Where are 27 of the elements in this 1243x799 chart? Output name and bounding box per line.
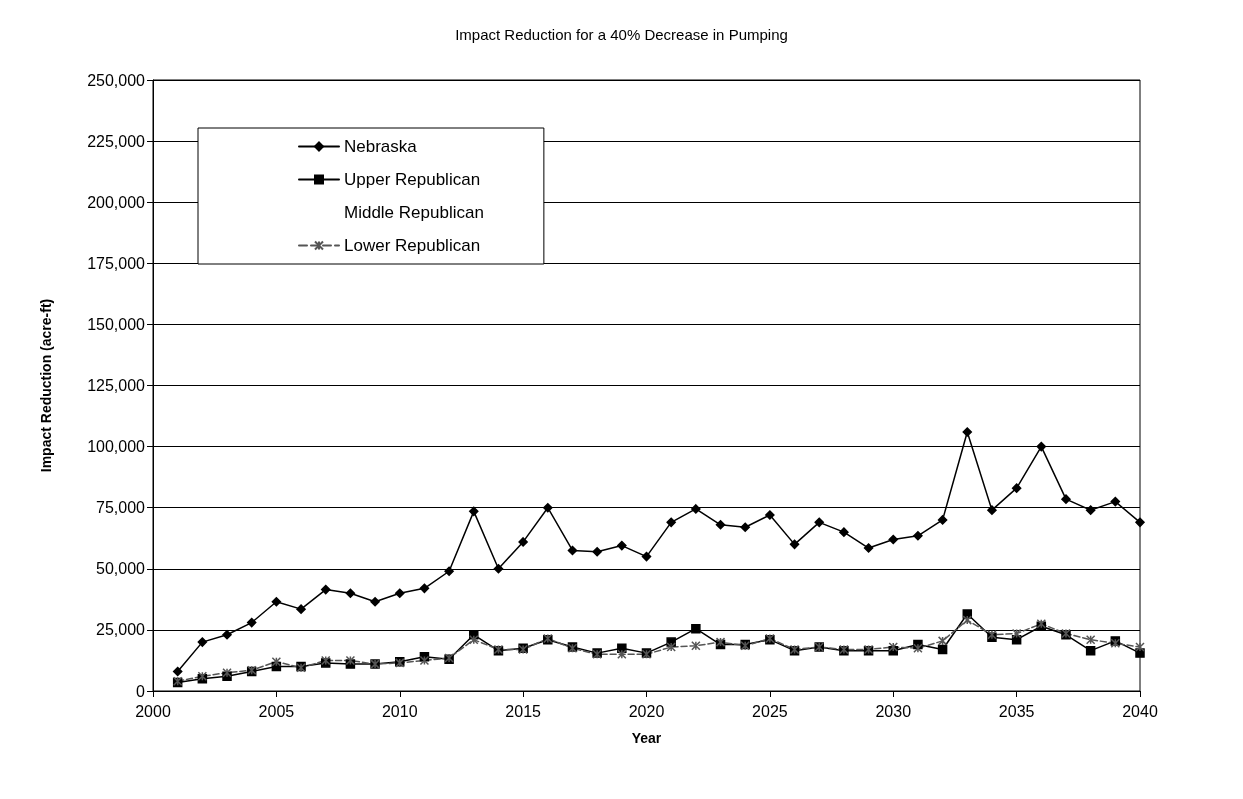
legend-label: Nebraska	[344, 137, 418, 156]
chart-title: Impact Reduction for a 40% Decrease in Pumping	[455, 26, 788, 43]
y-axis-title: Impact Reduction (acre-ft)	[38, 298, 54, 473]
y-tick-label: 150,000	[87, 315, 146, 333]
y-tick-label: 50,000	[96, 560, 146, 578]
x-tick-label: 2015	[505, 702, 542, 720]
y-tick-label: 250,000	[87, 71, 146, 89]
x-tick-label: 2030	[875, 702, 912, 720]
y-tick-label: 0	[136, 682, 146, 700]
x-tick-label: 2040	[1122, 702, 1158, 720]
y-tick-label: 175,000	[87, 254, 146, 272]
text: Middle Republican	[344, 203, 484, 222]
y-tick-label: 25,000	[96, 621, 146, 639]
x-tick-label: 2000	[135, 702, 171, 720]
x-tick-label: 2005	[258, 702, 295, 720]
y-tick-label: 225,000	[87, 132, 146, 150]
y-tick-label: 200,000	[87, 193, 146, 211]
x-tick-label: 2010	[381, 702, 418, 720]
y-tick-label: 75,000	[96, 499, 146, 517]
y-tick-label: 100,000	[87, 438, 146, 456]
y-tick-label: 125,000	[87, 377, 146, 394]
x-tick-label: 2025	[752, 702, 788, 720]
x-tick-label: 2035	[998, 702, 1035, 720]
legend-label: Upper Republican	[344, 170, 481, 189]
x-tick-label: 2020	[628, 702, 665, 720]
x-axis-title: Year	[631, 730, 662, 746]
legend-label: Lower Republican	[344, 236, 481, 255]
